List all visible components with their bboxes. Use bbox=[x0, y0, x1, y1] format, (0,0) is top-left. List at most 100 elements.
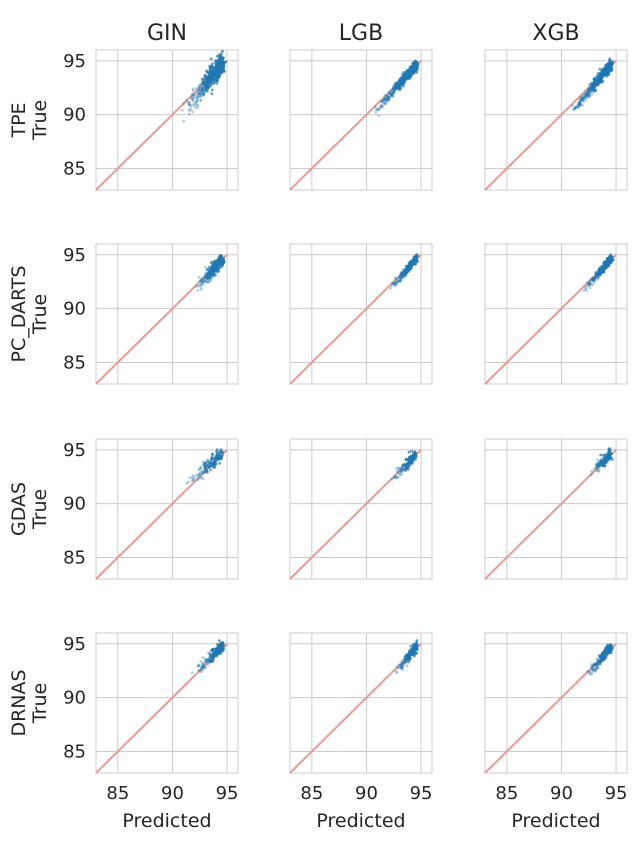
data-point bbox=[587, 93, 590, 97]
data-point bbox=[181, 108, 184, 112]
data-point bbox=[200, 93, 204, 97]
data-point bbox=[585, 92, 589, 95]
data-point bbox=[578, 101, 582, 105]
y-tick-label: 85 bbox=[63, 352, 86, 373]
data-point bbox=[400, 469, 404, 473]
reference-line bbox=[95, 643, 228, 774]
data-point bbox=[379, 100, 383, 104]
data-point bbox=[587, 88, 591, 92]
data-point bbox=[389, 94, 393, 98]
data-point bbox=[588, 94, 591, 98]
x-tick-label: 90 bbox=[550, 783, 573, 804]
data-point bbox=[579, 101, 582, 105]
data-point bbox=[587, 87, 591, 91]
data-point bbox=[391, 281, 395, 285]
data-point bbox=[201, 668, 205, 672]
data-point bbox=[218, 257, 222, 260]
data-point bbox=[587, 283, 591, 286]
data-point bbox=[205, 274, 209, 278]
data-point bbox=[580, 98, 584, 102]
data-point bbox=[602, 67, 605, 71]
data-point bbox=[399, 663, 403, 667]
data-point bbox=[392, 88, 395, 92]
data-points bbox=[582, 253, 615, 292]
data-point bbox=[391, 91, 395, 94]
data-point bbox=[588, 279, 592, 283]
data-point bbox=[400, 467, 404, 471]
data-point bbox=[216, 652, 220, 656]
data-point bbox=[202, 281, 206, 284]
data-point bbox=[402, 276, 405, 280]
x-tick-label: 90 bbox=[161, 783, 184, 804]
data-point bbox=[584, 92, 588, 96]
data-point bbox=[202, 664, 206, 668]
data-point bbox=[198, 86, 202, 90]
data-point bbox=[401, 465, 404, 469]
data-point bbox=[202, 664, 206, 667]
data-point bbox=[595, 466, 599, 469]
data-point bbox=[393, 87, 397, 91]
data-point bbox=[596, 469, 600, 473]
data-point bbox=[571, 104, 574, 107]
data-point bbox=[390, 93, 394, 97]
data-point bbox=[200, 470, 204, 474]
data-point bbox=[197, 468, 201, 472]
data-point bbox=[590, 473, 593, 477]
data-point bbox=[218, 74, 222, 78]
data-point bbox=[201, 664, 205, 668]
data-point bbox=[415, 643, 419, 647]
panel-pc-darts-gin: 85 90 95 bbox=[63, 243, 239, 385]
data-point bbox=[209, 462, 213, 466]
data-point bbox=[198, 92, 202, 96]
data-point bbox=[594, 80, 598, 84]
data-point bbox=[200, 278, 204, 282]
data-point bbox=[607, 262, 611, 265]
data-point bbox=[194, 103, 198, 107]
data-point bbox=[204, 275, 208, 279]
data-point bbox=[391, 92, 394, 96]
data-point bbox=[220, 642, 224, 646]
data-point bbox=[215, 267, 219, 271]
data-point bbox=[209, 261, 213, 265]
data-point bbox=[410, 650, 413, 654]
data-point bbox=[585, 670, 589, 673]
y-tick-label: 95 bbox=[63, 51, 86, 72]
data-point bbox=[590, 85, 593, 89]
data-point bbox=[202, 92, 206, 96]
data-point bbox=[597, 81, 600, 85]
panel-gdas-lgb bbox=[289, 438, 433, 580]
row-name-tpe: TPE bbox=[8, 102, 30, 138]
data-point bbox=[411, 458, 415, 462]
data-point bbox=[215, 453, 219, 457]
data-point bbox=[204, 658, 207, 662]
data-point bbox=[596, 462, 600, 466]
data-point bbox=[595, 278, 599, 281]
data-point bbox=[582, 100, 586, 103]
data-point bbox=[374, 105, 377, 109]
data-point bbox=[193, 94, 196, 97]
data-point bbox=[586, 92, 590, 96]
reference-line bbox=[484, 449, 617, 580]
data-point bbox=[603, 73, 606, 77]
data-point bbox=[399, 280, 403, 283]
data-point bbox=[593, 272, 597, 276]
data-point bbox=[191, 477, 195, 481]
data-point bbox=[588, 89, 591, 93]
data-point bbox=[199, 88, 202, 92]
data-point bbox=[199, 93, 203, 97]
data-point bbox=[397, 79, 401, 82]
data-point bbox=[398, 275, 402, 278]
data-point bbox=[382, 97, 386, 100]
data-point bbox=[590, 276, 594, 280]
data-point bbox=[208, 660, 212, 664]
data-point bbox=[205, 659, 208, 663]
data-point bbox=[578, 102, 582, 106]
data-point bbox=[581, 98, 585, 102]
data-point bbox=[199, 91, 203, 95]
data-point bbox=[405, 76, 408, 80]
data-point bbox=[396, 475, 400, 479]
data-point bbox=[573, 107, 577, 111]
data-point bbox=[392, 89, 396, 93]
